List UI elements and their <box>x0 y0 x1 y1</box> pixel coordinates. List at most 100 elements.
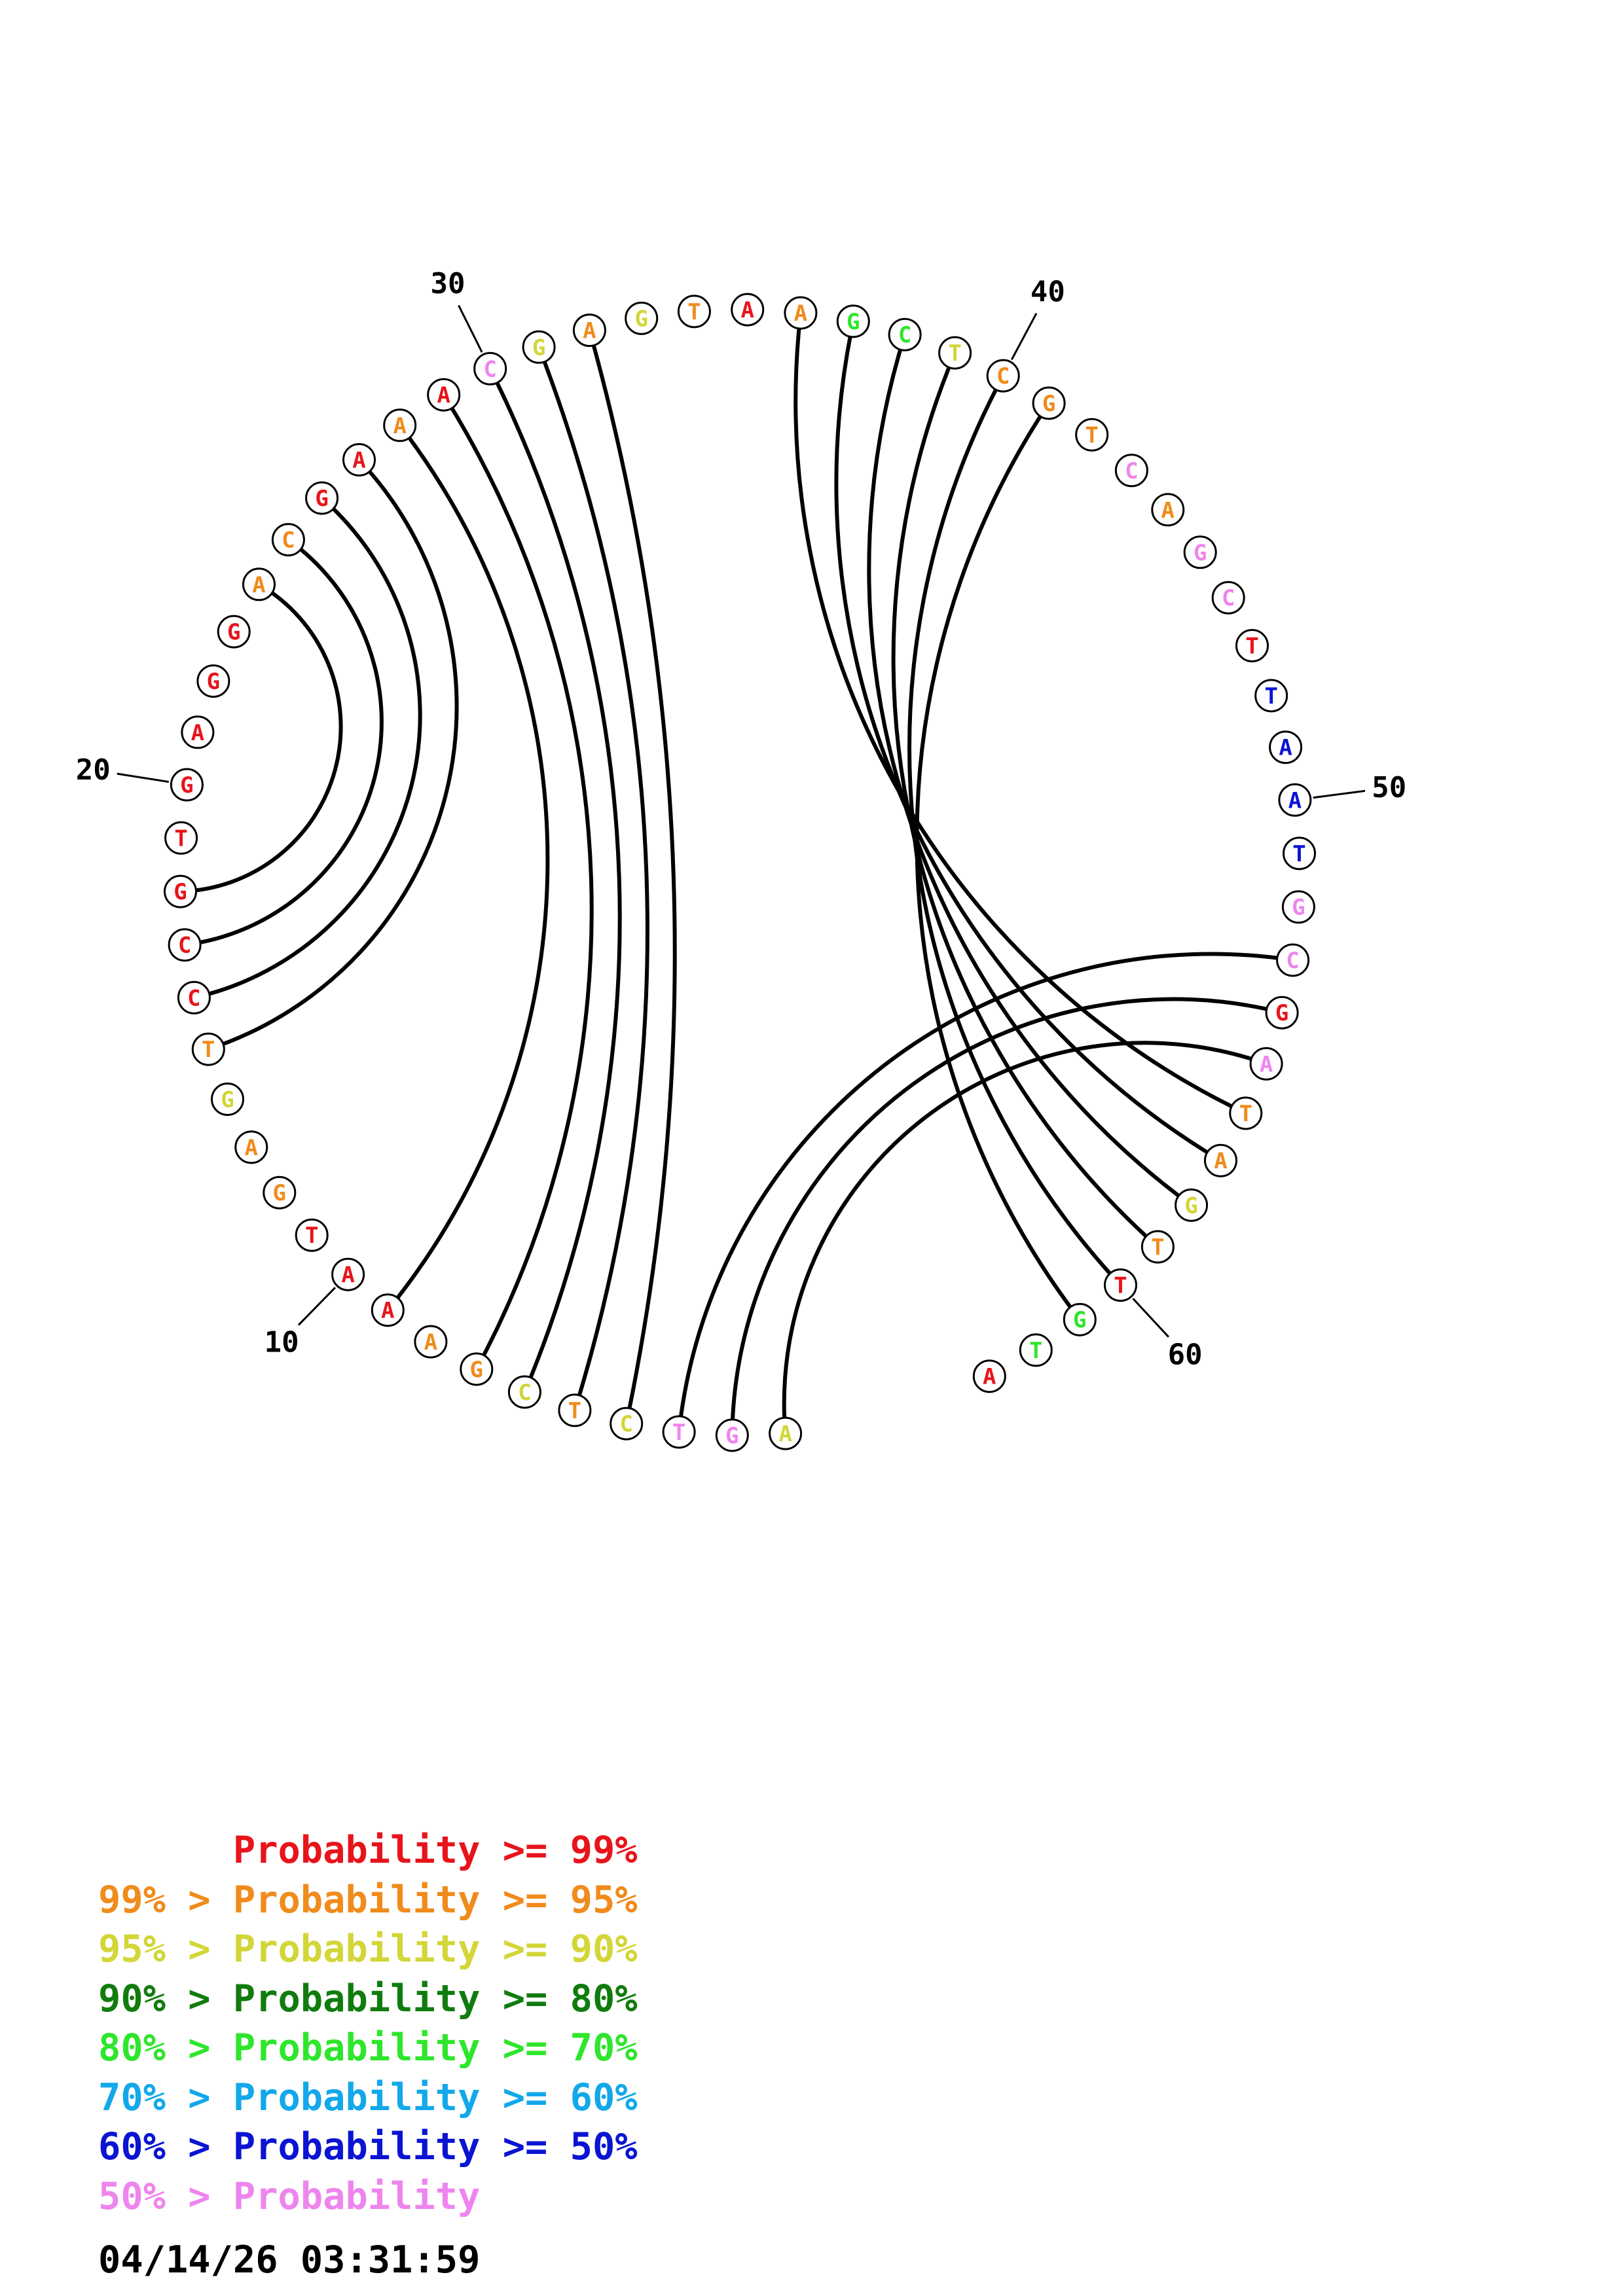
nucleotide-circle <box>938 336 972 370</box>
nucleotide-circle <box>168 928 202 962</box>
nucleotide-circle <box>1211 581 1245 615</box>
base-pair-arc <box>193 496 422 1000</box>
nucleotide-letter: T <box>305 1223 318 1249</box>
nucleotide: T <box>662 1415 696 1449</box>
position-tick <box>117 772 170 783</box>
nucleotide-circle <box>1104 1268 1137 1302</box>
nucleotide-letter: T <box>1245 634 1258 660</box>
position-label: 50 <box>1372 771 1406 804</box>
legend-prefix <box>98 1829 233 1872</box>
position-label: 30 <box>431 267 465 300</box>
nucleotide-letter: C <box>1286 948 1299 974</box>
nucleotide-letter: A <box>1214 1148 1227 1174</box>
nucleotide-letter: G <box>1184 1193 1197 1219</box>
nucleotide-letter: T <box>1085 422 1098 448</box>
legend-text: Probability >= 80% <box>232 1977 638 2020</box>
nucleotide: G <box>1183 535 1217 569</box>
nucleotide-letter: G <box>315 486 328 512</box>
base-pair-arc <box>180 583 343 894</box>
base-pair-arc <box>793 312 1247 1115</box>
nucleotide: T <box>938 336 972 370</box>
nucleotide-circle <box>986 359 1020 393</box>
nucleotide: T <box>1075 418 1109 452</box>
nucleotide-letter: A <box>1279 735 1292 761</box>
legend-row: 95% > Probability >= 90% <box>98 1925 638 1975</box>
nucleotide: C <box>610 1407 644 1441</box>
nucleotide: A <box>1249 1047 1283 1081</box>
nucleotide: T <box>677 295 711 329</box>
nucleotide-letter: A <box>393 413 406 439</box>
nucleotide: T <box>1104 1268 1137 1302</box>
nucleotide-circle <box>1254 679 1288 713</box>
nucleotide-circle <box>610 1407 644 1441</box>
base-pair-arcs <box>180 312 1294 1435</box>
base-pair-arc <box>386 423 550 1312</box>
nucleotide: C <box>888 317 922 351</box>
nucleotide-letter: C <box>483 356 496 382</box>
nucleotide-letter: T <box>672 1420 685 1446</box>
nucleotide-circle <box>662 1415 696 1449</box>
nucleotide-letter: A <box>983 1364 996 1390</box>
nucleotide: T <box>558 1393 592 1427</box>
nucleotide: C <box>1114 454 1148 488</box>
nucleotide: T <box>295 1218 329 1252</box>
nucleotide-circle <box>836 304 870 338</box>
legend-row: 70% > Probability >= 60% <box>98 2073 638 2123</box>
nucleotide-circle <box>170 768 204 802</box>
nucleotide-circle <box>1249 1047 1283 1081</box>
nucleotide-letter: T <box>1264 683 1277 709</box>
position-tick <box>1132 1297 1170 1338</box>
nucleotide-circle <box>888 317 922 351</box>
nucleotide: A <box>242 567 276 601</box>
nucleotide-letter: T <box>1239 1101 1252 1127</box>
nucleotide: A <box>371 1293 405 1327</box>
legend-row: 80% > Probability >= 70% <box>98 2024 638 2073</box>
nucleotide: G <box>164 874 197 908</box>
nucleotide: A <box>1269 730 1303 764</box>
position-tick <box>1010 313 1038 361</box>
nucleotide: C <box>271 523 305 557</box>
nucleotide-letter: G <box>1042 391 1055 417</box>
nucleotide-letter: C <box>518 1380 531 1406</box>
nucleotide: C <box>177 980 211 1014</box>
nucleotide-circle <box>473 351 507 386</box>
legend-prefix: 60% > <box>98 2125 233 2168</box>
legend-row: 99% > Probability >= 95% <box>98 1876 638 1926</box>
nucleotide-letter: A <box>437 382 450 408</box>
nucleotide: C <box>986 359 1020 393</box>
nucleotide-circle <box>460 1352 494 1386</box>
legend-prefix: 95% > <box>98 1928 233 1971</box>
base-pair-arc <box>834 321 1222 1162</box>
nucleotide-circle <box>271 523 305 557</box>
position-label: 20 <box>76 753 111 787</box>
nucleotide-letter: G <box>1275 1000 1288 1026</box>
nucleotide-circle <box>1283 836 1316 870</box>
nucleotide-letter: G <box>1073 1307 1086 1333</box>
nucleotide-letter: G <box>725 1423 739 1449</box>
nucleotide-circle <box>191 1032 225 1066</box>
nucleotide-circle <box>181 715 215 749</box>
nucleotide-circle <box>1075 418 1109 452</box>
nucleotide: A <box>972 1359 1006 1393</box>
nucleotide-circle <box>1140 1230 1175 1264</box>
nucleotide-circle <box>1204 1143 1237 1177</box>
nucleotide-circle <box>295 1218 329 1252</box>
nucleotide: T <box>1254 679 1288 713</box>
legend-text: Probability >= 50% <box>232 2125 638 2168</box>
nucleotide-circle <box>715 1418 749 1452</box>
legend-row: 60% > Probability >= 50% <box>98 2123 638 2172</box>
nucleotide: G <box>1175 1188 1209 1222</box>
nucleotide-letter: G <box>1292 895 1305 921</box>
nucleotide: G <box>1265 996 1299 1030</box>
nucleotide: A <box>784 296 818 330</box>
nucleotide-letter: G <box>221 1087 234 1113</box>
nucleotide: C <box>507 1375 541 1409</box>
base-pair-arc <box>537 346 649 1411</box>
nucleotide: T <box>1140 1230 1175 1264</box>
nucleotide-letter: T <box>1151 1234 1164 1261</box>
nucleotide-circle <box>625 301 659 335</box>
nucleotide-letter: T <box>948 340 961 367</box>
nucleotide-letter: T <box>202 1037 215 1063</box>
nucleotide-circle <box>1114 454 1148 488</box>
